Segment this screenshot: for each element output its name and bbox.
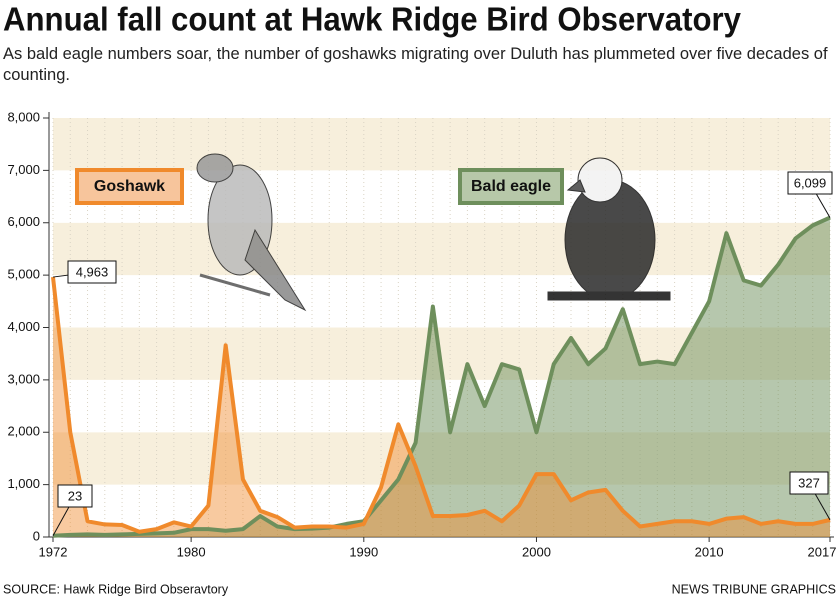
- x-tick-label: 1972: [39, 544, 68, 559]
- value-label: 327: [798, 475, 820, 490]
- legend-box: [458, 168, 564, 205]
- y-tick-label: 1,000: [7, 476, 40, 491]
- goshawk-illustration: [196, 153, 307, 312]
- value-label: 6,099: [794, 175, 827, 190]
- x-tick-label: 1980: [177, 544, 206, 559]
- band: [53, 222, 830, 276]
- label-box: [57, 484, 93, 508]
- legend-label: Goshawk: [94, 178, 165, 195]
- label-box: [67, 260, 117, 284]
- source: SOURCE: Hawk Ridge Bird Obseravtory: [3, 582, 229, 596]
- value-label: 4,963: [76, 264, 109, 279]
- y-tick-label: 4,000: [7, 319, 40, 334]
- x-tick-label: 2010: [695, 544, 724, 559]
- legend-box: [75, 168, 184, 205]
- chart-title: Annual fall count at Hawk Ridge Bird Obs…: [3, 1, 742, 38]
- label-box: [789, 471, 829, 495]
- y-tick-label: 7,000: [7, 162, 40, 177]
- value-label: 23: [68, 488, 82, 503]
- y-tick-label: 2,000: [7, 424, 40, 439]
- plot: 0 1,000 2,000 3,000 4,000 5,000 6,000 7,000 8,00…: [7, 109, 836, 559]
- subtitle: As bald eagle numbers soar, the number o…: [3, 45, 828, 84]
- x-tick-label: 2000: [522, 544, 551, 559]
- y-tick-label: 8,000: [7, 109, 40, 124]
- y-tick-label: 6,000: [7, 214, 40, 229]
- line: [51, 276, 831, 534]
- line: [52, 215, 831, 538]
- credit: NEWS TRIBUNE GRAPHICS: [672, 582, 836, 596]
- y-tick-label: 0: [33, 528, 40, 543]
- legend-label: Bald eagle: [471, 178, 551, 195]
- band: [53, 118, 830, 171]
- y-tick-label: 5,000: [7, 267, 40, 282]
- label-box: [787, 171, 833, 195]
- illustrations: [196, 153, 671, 312]
- x-tick-label: 1990: [349, 544, 378, 559]
- y-tick-label: 3,000: [7, 371, 40, 386]
- x-tick-label: 2017: [808, 544, 837, 559]
- eagle-illustration: [547, 157, 671, 301]
